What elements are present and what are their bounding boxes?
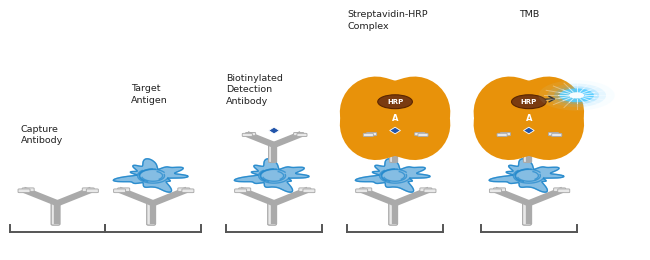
FancyBboxPatch shape xyxy=(500,133,510,136)
FancyBboxPatch shape xyxy=(182,189,194,193)
Polygon shape xyxy=(234,159,309,192)
FancyBboxPatch shape xyxy=(367,133,376,136)
Polygon shape xyxy=(113,159,188,192)
FancyBboxPatch shape xyxy=(268,144,276,162)
Text: Target
Antigen: Target Antigen xyxy=(131,84,168,105)
FancyBboxPatch shape xyxy=(147,203,155,225)
Polygon shape xyxy=(390,127,400,134)
FancyBboxPatch shape xyxy=(523,203,531,225)
FancyBboxPatch shape xyxy=(554,188,566,192)
FancyBboxPatch shape xyxy=(239,188,251,192)
FancyBboxPatch shape xyxy=(268,203,276,225)
FancyBboxPatch shape xyxy=(242,133,252,136)
FancyBboxPatch shape xyxy=(356,189,368,193)
Circle shape xyxy=(559,88,594,102)
FancyBboxPatch shape xyxy=(549,133,558,136)
FancyBboxPatch shape xyxy=(523,203,531,225)
FancyBboxPatch shape xyxy=(178,188,190,192)
Circle shape xyxy=(554,86,599,104)
FancyBboxPatch shape xyxy=(147,203,155,225)
FancyBboxPatch shape xyxy=(523,144,531,162)
FancyBboxPatch shape xyxy=(83,188,94,192)
Text: HRP: HRP xyxy=(521,99,537,105)
FancyBboxPatch shape xyxy=(359,188,372,192)
FancyBboxPatch shape xyxy=(51,203,60,225)
FancyBboxPatch shape xyxy=(415,133,424,136)
Circle shape xyxy=(378,95,412,109)
FancyBboxPatch shape xyxy=(118,188,130,192)
FancyBboxPatch shape xyxy=(363,133,373,136)
FancyBboxPatch shape xyxy=(297,133,307,136)
Polygon shape xyxy=(523,127,534,134)
Polygon shape xyxy=(489,159,564,192)
Polygon shape xyxy=(356,159,430,192)
FancyBboxPatch shape xyxy=(497,133,507,136)
FancyBboxPatch shape xyxy=(235,189,246,193)
Circle shape xyxy=(538,80,615,110)
FancyBboxPatch shape xyxy=(303,189,315,193)
FancyBboxPatch shape xyxy=(493,188,506,192)
FancyBboxPatch shape xyxy=(268,144,276,162)
Circle shape xyxy=(547,83,606,107)
FancyBboxPatch shape xyxy=(390,144,397,162)
FancyBboxPatch shape xyxy=(552,133,562,136)
FancyBboxPatch shape xyxy=(420,188,432,192)
FancyBboxPatch shape xyxy=(389,203,397,225)
FancyBboxPatch shape xyxy=(418,133,428,136)
FancyBboxPatch shape xyxy=(86,189,98,193)
FancyBboxPatch shape xyxy=(268,203,276,225)
FancyBboxPatch shape xyxy=(424,189,436,193)
FancyBboxPatch shape xyxy=(294,133,304,136)
Text: A: A xyxy=(526,114,532,123)
Polygon shape xyxy=(268,127,280,134)
Text: HRP: HRP xyxy=(387,99,403,105)
FancyBboxPatch shape xyxy=(489,189,501,193)
Text: A: A xyxy=(392,114,398,123)
FancyBboxPatch shape xyxy=(299,188,311,192)
FancyBboxPatch shape xyxy=(558,189,570,193)
FancyBboxPatch shape xyxy=(246,133,255,136)
Circle shape xyxy=(569,92,584,99)
FancyBboxPatch shape xyxy=(390,144,397,162)
FancyBboxPatch shape xyxy=(114,189,125,193)
Text: Capture
Antibody: Capture Antibody xyxy=(21,125,63,145)
FancyBboxPatch shape xyxy=(22,188,34,192)
FancyBboxPatch shape xyxy=(18,189,30,193)
Text: Biotinylated
Detection
Antibody: Biotinylated Detection Antibody xyxy=(226,74,283,106)
FancyBboxPatch shape xyxy=(389,203,397,225)
FancyBboxPatch shape xyxy=(51,203,60,225)
Text: TMB: TMB xyxy=(519,10,540,19)
FancyBboxPatch shape xyxy=(523,144,531,162)
Text: Streptavidin-HRP
Complex: Streptavidin-HRP Complex xyxy=(347,10,428,31)
Circle shape xyxy=(512,95,546,109)
